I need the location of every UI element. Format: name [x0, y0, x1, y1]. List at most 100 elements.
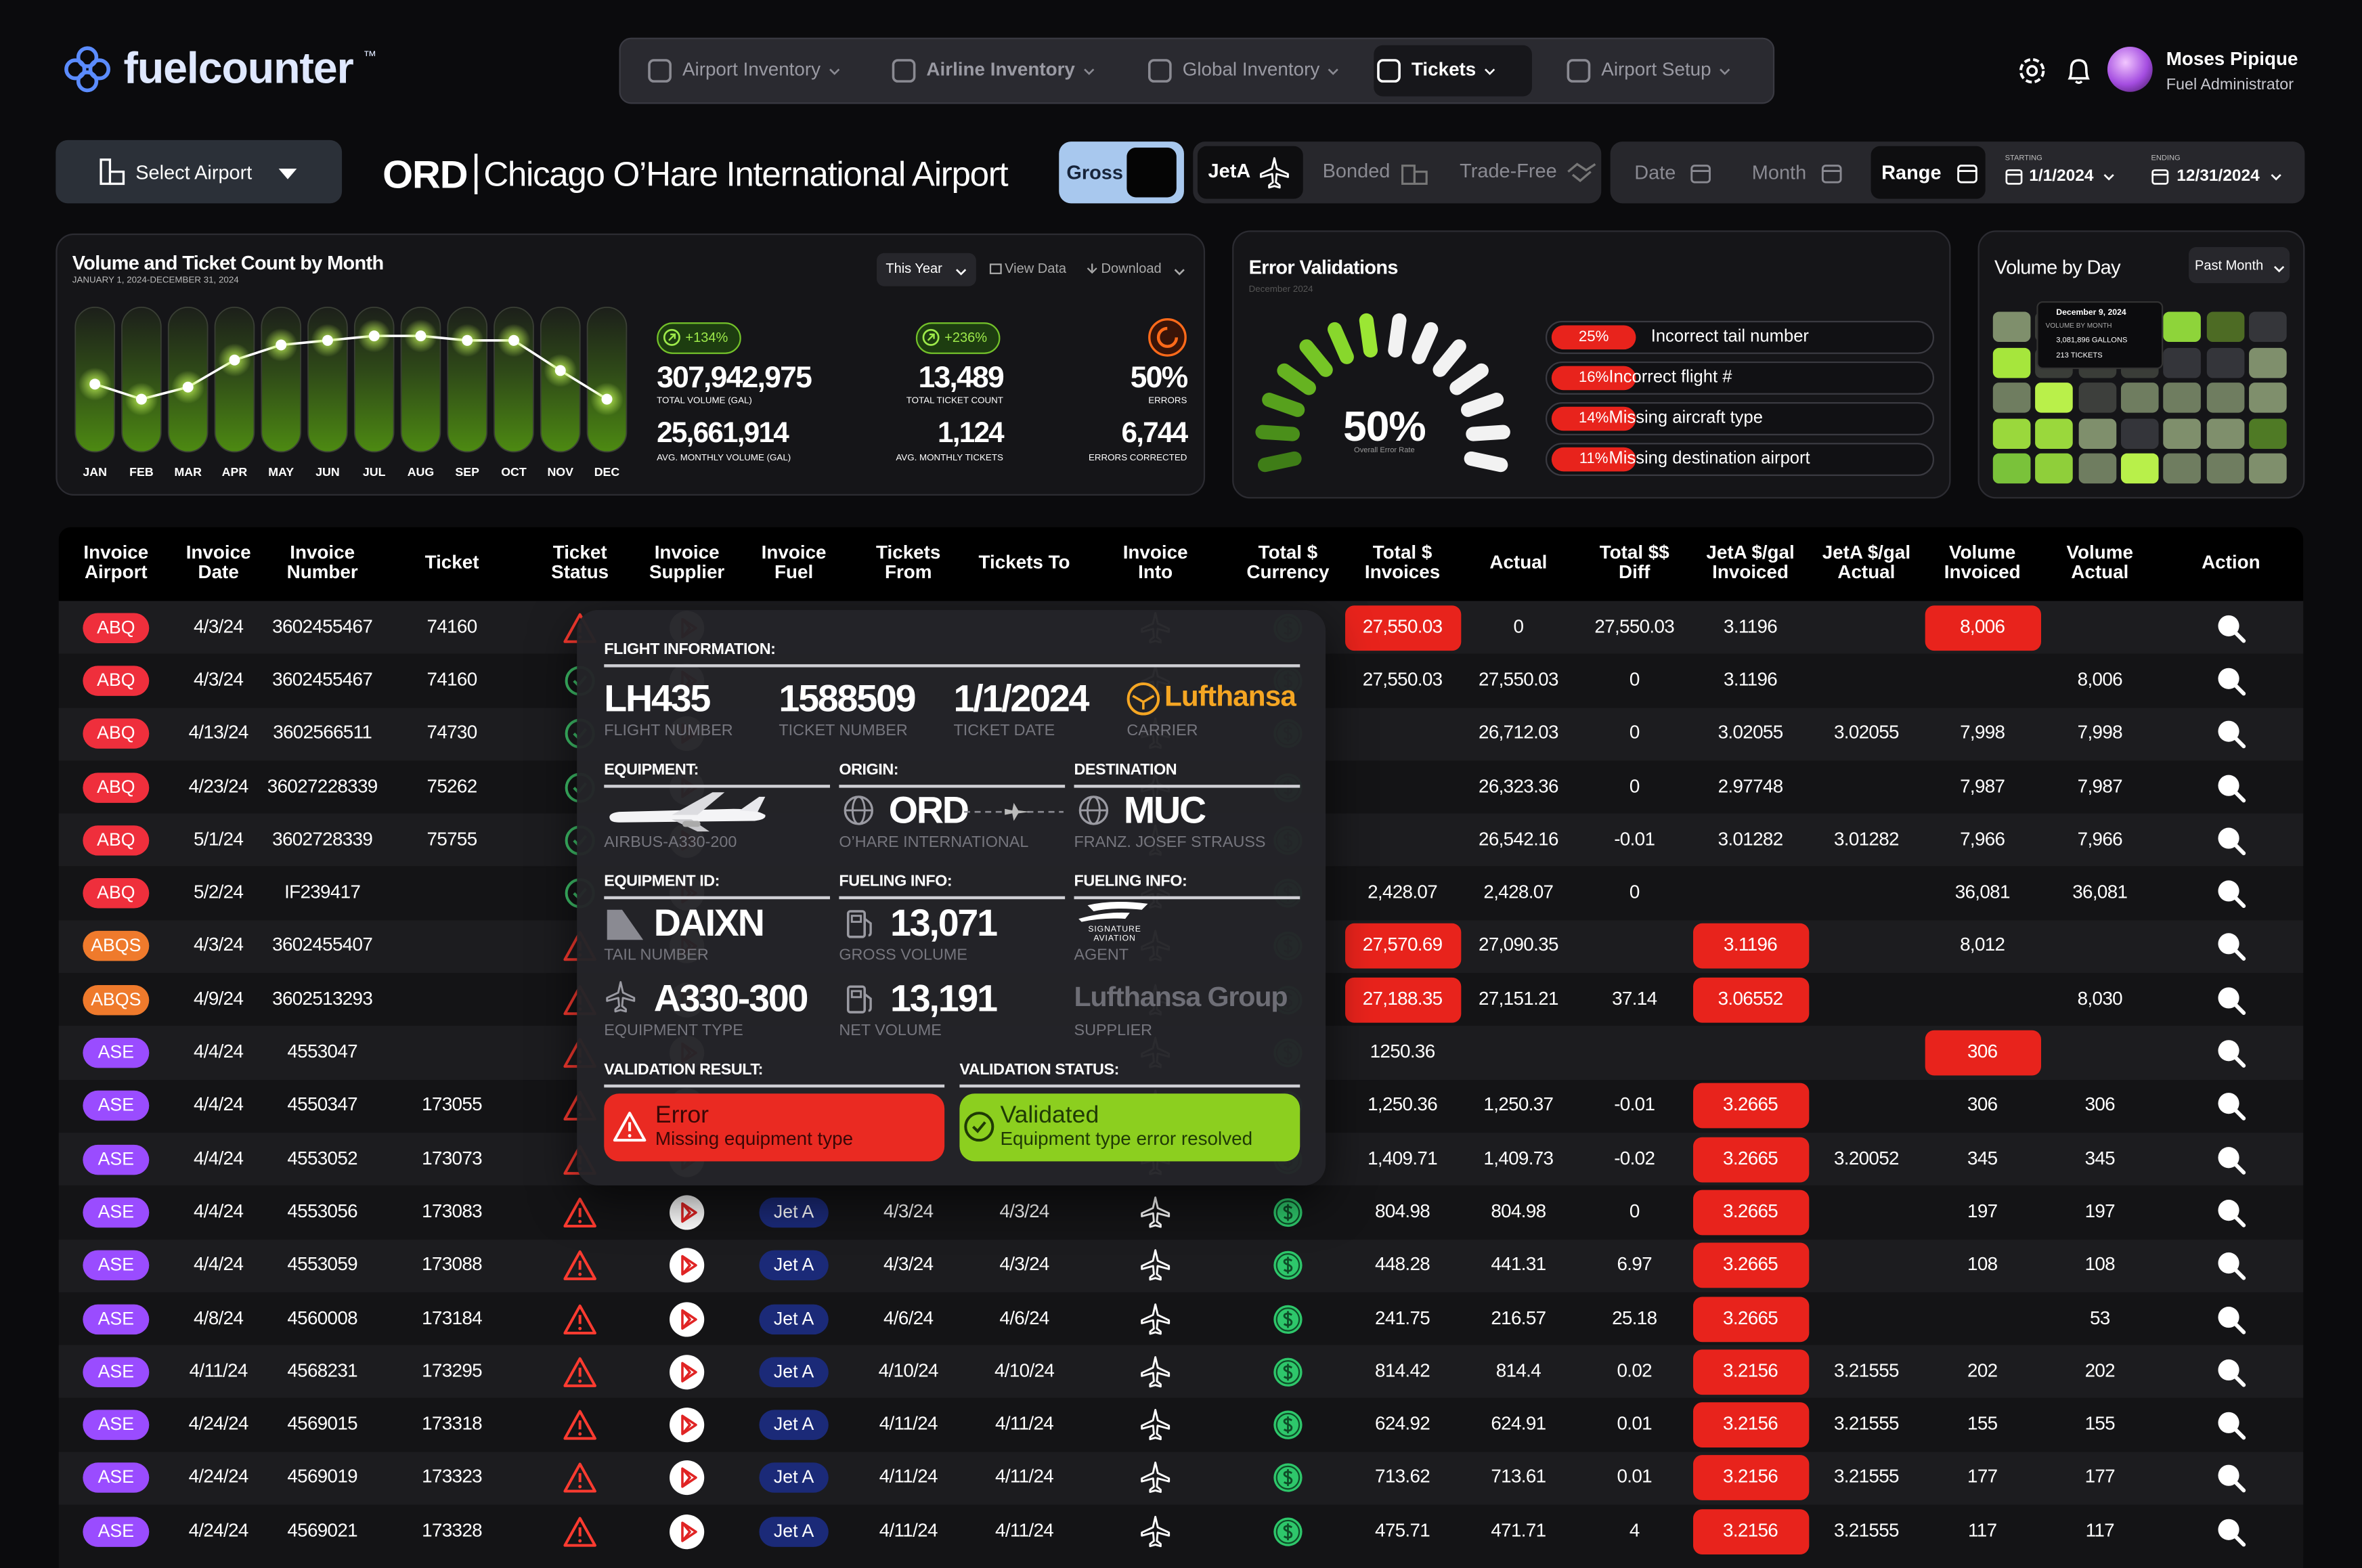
action-search[interactable] [2216, 878, 2246, 909]
icon-part [670, 1301, 705, 1336]
heatmap-cell [2078, 383, 2116, 414]
destination-globe [1078, 796, 1109, 825]
action-search[interactable] [2216, 1463, 2246, 1494]
cell-diff: -0.01 [1614, 1094, 1655, 1116]
day-period[interactable] [2189, 246, 2290, 284]
supplier-name: Lufthansa Group [1074, 980, 1288, 1012]
heatmap-cell [2078, 418, 2116, 449]
result-detail: Missing equipment type [655, 1128, 854, 1150]
action-search[interactable] [2216, 932, 2246, 961]
cell-date: 4/23/24 [188, 775, 249, 797]
icon-part [1328, 68, 1338, 75]
icon-part [563, 1516, 596, 1546]
action-search[interactable] [2216, 1091, 2246, 1121]
action-search[interactable] [2216, 984, 2246, 1015]
icon-part [1275, 1200, 1300, 1225]
date-mode[interactable]: Range [1881, 160, 1942, 184]
column-header: Volume Actual [2066, 542, 2133, 583]
view-data[interactable]: View Data [1005, 261, 1067, 276]
download[interactable]: Download [1101, 261, 1162, 276]
cell-to: 4/11/24 [995, 1413, 1054, 1435]
start-date[interactable]: 1/1/2024 [2029, 167, 2094, 186]
error-percent: 11% [1579, 451, 1609, 468]
cell-invoice: 4569021 [287, 1519, 357, 1541]
action-search[interactable] [2216, 613, 2246, 643]
aircraft-image [609, 792, 766, 832]
status-error [563, 1463, 596, 1494]
error-icon [1148, 318, 1187, 357]
column-header: Ticket Status [551, 542, 609, 583]
date-mode[interactable]: Date [1634, 160, 1676, 184]
into-icon [1141, 1462, 1171, 1494]
action-search[interactable] [2216, 1357, 2246, 1387]
airport-code: ASE [97, 1466, 135, 1488]
column-header: Invoice Airport [83, 542, 149, 583]
icon-part [2234, 630, 2246, 643]
select-airport[interactable] [56, 139, 343, 204]
icon-part [2234, 1269, 2246, 1281]
cell-jeta-actual: 3.21555 [1833, 1413, 1900, 1435]
cell-actual: 2,428.07 [1483, 881, 1554, 903]
fuel-type[interactable]: Bonded [1322, 159, 1391, 182]
cell-total: 27,570.69 [1362, 934, 1443, 956]
supplier-label: SUPPLIER [1074, 1021, 1153, 1040]
airport-code: ABQ [97, 881, 135, 903]
table-row [58, 1504, 2304, 1559]
period-select[interactable] [877, 253, 976, 286]
end-date[interactable]: 12/31/2024 [2177, 167, 2260, 186]
icon-part [2234, 790, 2246, 802]
section-rule [604, 785, 831, 787]
action-search[interactable] [2216, 1304, 2246, 1334]
view-icon [989, 263, 1002, 274]
nav-item[interactable] [1374, 48, 1585, 93]
cell-volume-actual: 155 [2084, 1413, 2116, 1435]
action-search[interactable] [2216, 1038, 2246, 1068]
section-heading: VALIDATION RESULT: [604, 1060, 763, 1079]
cell-jeta-actual: 3.21555 [1833, 1466, 1900, 1488]
action-search[interactable] [2216, 825, 2246, 855]
icon-part [2234, 1215, 2246, 1227]
airport-badge [83, 612, 150, 643]
cell-jeta-actual: 3.01282 [1833, 828, 1900, 850]
status-error [563, 1303, 596, 1334]
cell-ticket: 74730 [427, 722, 478, 743]
fuel-type[interactable]: JetA [1208, 159, 1251, 182]
cell-ticket: 74160 [427, 615, 478, 637]
cell-volume-invoiced: 306 [1967, 1041, 1998, 1062]
cell-volume-invoiced: 108 [1967, 1253, 1998, 1275]
action-search[interactable] [2216, 666, 2246, 696]
cell-ticket: 75755 [427, 828, 478, 850]
cell-jeta-actual: 3.21555 [1833, 1359, 1900, 1381]
settings-icon[interactable] [2015, 54, 2049, 87]
avatar [2107, 46, 2153, 92]
bell-icon[interactable] [2062, 54, 2095, 87]
status-validated [959, 1093, 1300, 1162]
cell-date: 4/13/24 [188, 722, 249, 743]
heatmap-cell [2035, 418, 2074, 449]
action-search[interactable] [2216, 719, 2246, 749]
action-search[interactable] [2216, 1517, 2246, 1546]
icon-part [892, 59, 916, 83]
action-search[interactable] [2216, 772, 2246, 802]
action-search[interactable] [2216, 1197, 2246, 1227]
icon-part [1084, 68, 1095, 75]
action-search[interactable] [2216, 1250, 2246, 1281]
icon-part [864, 917, 872, 937]
icon-part [663, 328, 680, 346]
date-mode[interactable]: Month [1751, 160, 1807, 184]
trademark: ™ [363, 48, 377, 64]
cell-actual: 26,542.16 [1479, 828, 1558, 850]
change-value: +134% [685, 330, 728, 345]
icon-part [1567, 59, 1591, 83]
icon-part [2218, 1412, 2239, 1434]
fuel-type[interactable]: Trade-Free [1460, 159, 1557, 182]
cell-to: 4/10/24 [994, 1359, 1055, 1381]
flag-cell [1693, 1349, 1810, 1395]
icon-part [1174, 269, 1185, 276]
action-search[interactable] [2216, 1410, 2246, 1440]
action-search[interactable] [2216, 1144, 2246, 1174]
column-header: Total $ Invoices [1364, 542, 1441, 583]
into-icon [1141, 1303, 1171, 1334]
column-header: Invoice Number [286, 542, 358, 583]
stat-label: TOTAL VOLUME (GAL) [657, 397, 752, 407]
